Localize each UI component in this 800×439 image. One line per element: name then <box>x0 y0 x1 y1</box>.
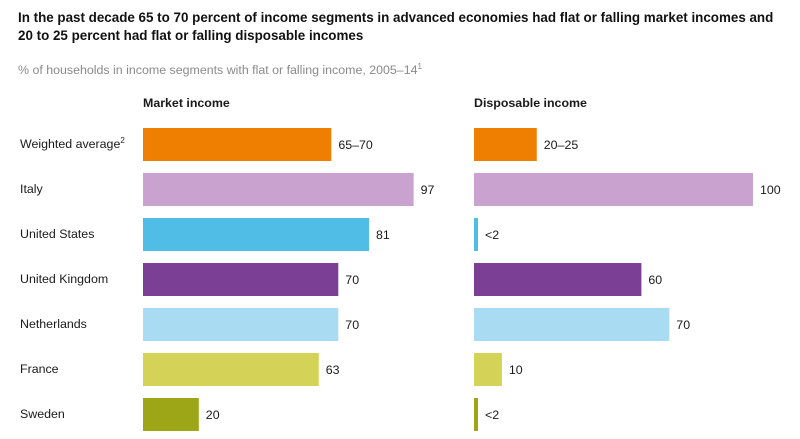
bar-value-label: 20 <box>206 408 220 422</box>
subtitle-footnote-marker: 1 <box>417 62 422 71</box>
bar <box>474 398 478 431</box>
category-footnote-marker: 2 <box>120 135 125 145</box>
bar-value-label: 10 <box>509 363 523 377</box>
bar-value-label: 60 <box>648 273 662 287</box>
category-label: United Kingdom <box>20 272 108 286</box>
category-label-text: France <box>20 361 59 376</box>
bar <box>474 218 478 251</box>
category-label-text: United States <box>20 226 95 241</box>
bar-value-label: 20–25 <box>544 138 579 152</box>
category-label: Netherlands <box>20 317 87 331</box>
category-label: Italy <box>20 182 43 196</box>
category-label-text: Sweden <box>20 406 65 421</box>
bar <box>143 353 319 386</box>
category-label: Sweden <box>20 407 65 421</box>
bar-value-label: 63 <box>326 363 340 377</box>
bar <box>143 308 339 341</box>
category-label-text: Italy <box>20 181 43 196</box>
subtitle-text: % of households in income segments with … <box>18 63 418 77</box>
chart-subtitle: % of households in income segments with … <box>18 62 422 78</box>
bar-value-label: 70 <box>345 273 359 287</box>
chart-title: In the past decade 65 to 70 percent of i… <box>18 10 774 43</box>
category-label-text: United Kingdom <box>20 271 109 286</box>
bar <box>474 353 502 386</box>
bar-value-label: <2 <box>485 228 499 242</box>
bar <box>143 398 199 431</box>
bar <box>474 173 753 206</box>
bar <box>474 308 670 341</box>
category-label: Weighted average2 <box>20 135 125 151</box>
bar <box>143 263 339 296</box>
bar <box>143 128 332 161</box>
bar-value-label: 81 <box>376 228 390 242</box>
bar <box>474 128 537 161</box>
bar-value-label: 97 <box>421 183 435 197</box>
bar-value-label: <2 <box>485 408 499 422</box>
bar-value-label: 70 <box>345 318 359 332</box>
bar-value-label: 65–70 <box>338 138 373 152</box>
bar-value-label: 70 <box>676 318 690 332</box>
bar <box>143 173 414 206</box>
category-label: United States <box>20 227 94 241</box>
bar <box>474 263 642 296</box>
category-label-text: Netherlands <box>20 316 87 331</box>
market-income-panel-title: Market income <box>143 96 230 110</box>
bar-value-label: 100 <box>760 183 781 197</box>
category-label: France <box>20 362 59 376</box>
category-label-text: Weighted average <box>20 136 121 151</box>
bar <box>143 218 369 251</box>
disposable-income-panel-title: Disposable income <box>474 96 587 110</box>
